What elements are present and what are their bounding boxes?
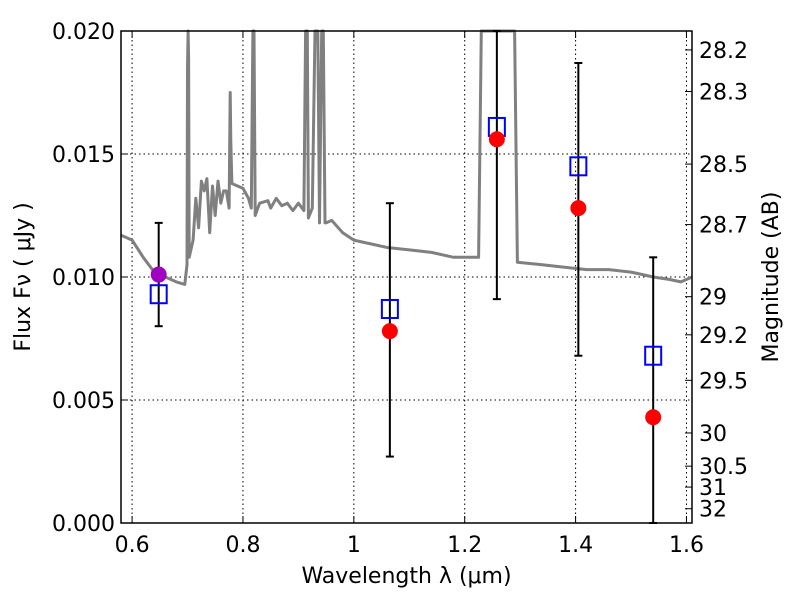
mag-tick-label: 29.5 <box>699 369 748 394</box>
axis-ticks: 0.6 0.8 1 1.2 1.4 1.6 0.000 0.005 0.010 0.015 0.02… <box>52 20 748 558</box>
model-photometry-markers <box>149 116 663 366</box>
observed-flux-point <box>381 323 398 340</box>
model-photometry-square <box>149 284 168 305</box>
y-axis-label: Flux Fν ( μJy ) <box>11 202 36 351</box>
mag-tick-label: 30 <box>699 422 727 447</box>
y-tick-label: 0.000 <box>52 512 115 537</box>
model-photometry-square <box>569 156 588 177</box>
x-tick-label: 1.2 <box>447 533 482 558</box>
x-axis-label: Wavelength λ (μm) <box>301 564 511 589</box>
mag-tick-label: 31 <box>699 476 727 501</box>
x-tick-label: 0.8 <box>225 533 260 558</box>
mag-tick-label: 28.3 <box>699 81 748 106</box>
y-tick-label: 0.005 <box>52 389 115 414</box>
observed-flux-point <box>570 200 587 217</box>
x-tick-label: 1.4 <box>558 533 593 558</box>
mag-tick-label: 28.5 <box>699 153 748 178</box>
y-tick-label: 0.015 <box>52 143 115 168</box>
model-spectrum <box>120 29 693 286</box>
observed-flux-point <box>645 409 662 426</box>
mag-tick-label: 28.7 <box>699 214 748 239</box>
spectrum-line <box>120 29 693 286</box>
grid-lines <box>121 30 692 524</box>
y-tick-label: 0.020 <box>52 20 115 45</box>
observed-flux-point-highlight <box>150 266 167 283</box>
x-tick-label: 0.6 <box>115 533 150 558</box>
model-photometry-square <box>380 298 399 319</box>
mag-tick-label: 28.2 <box>699 39 748 64</box>
y2-axis-label: Magnitude (AB) <box>759 192 784 363</box>
observed-flux-point <box>488 131 505 148</box>
error-bars <box>154 30 658 524</box>
y-tick-label: 0.010 <box>52 266 115 291</box>
x-tick-label: 1 <box>347 533 361 558</box>
mag-tick-label: 29 <box>699 286 727 311</box>
mag-tick-label: 30.5 <box>699 455 748 480</box>
x-tick-label: 1.6 <box>669 533 704 558</box>
model-photometry-square <box>644 345 663 366</box>
observed-markers <box>150 131 662 426</box>
mag-tick-label: 32 <box>699 498 727 523</box>
mag-tick-label: 29.2 <box>699 324 748 349</box>
